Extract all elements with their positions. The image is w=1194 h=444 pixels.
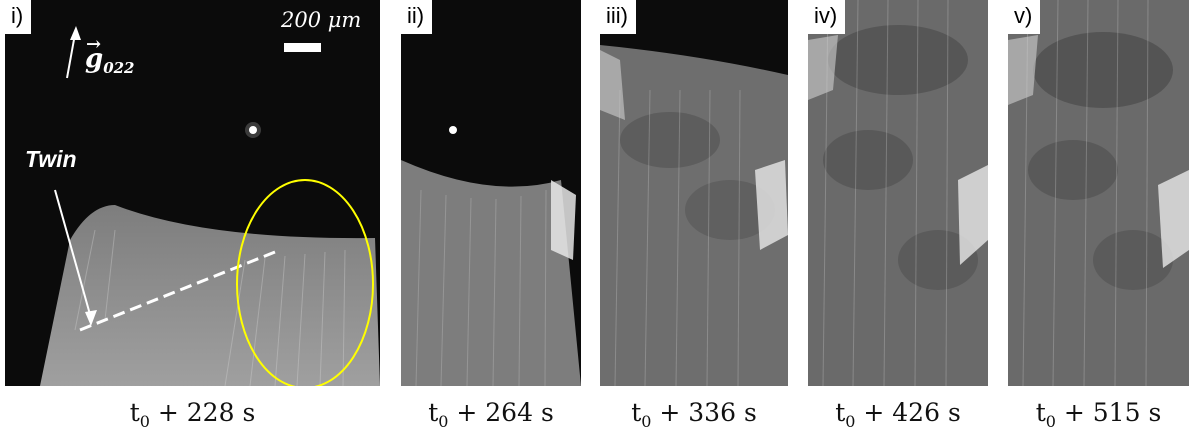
caption-panel-iv: t0 + 426 s (835, 398, 961, 431)
highlight-ellipse (236, 179, 374, 386)
panel-i-image: i) 200 μm → g022 Twin (5, 0, 380, 386)
panel-v-label: v) (1008, 0, 1041, 34)
panel-ii-image: ii) (401, 0, 581, 386)
panel-iii-label: iii) (600, 0, 636, 34)
g-vector-label: → g022 (85, 34, 135, 78)
panel-i-label: i) (5, 0, 32, 34)
panel-iv-label: iv) (808, 0, 846, 34)
panel-v-image: v) (1008, 0, 1189, 386)
panel-iv-image: iv) (808, 0, 988, 386)
caption-panel-iii: t0 + 336 s (631, 398, 757, 431)
panel-iii-image: iii) (600, 0, 788, 386)
caption-panel-ii: t0 + 264 s (428, 398, 554, 431)
caption-panel-i: t0 + 228 s (129, 398, 256, 431)
twin-label: Twin (25, 146, 77, 172)
caption-panel-v: t0 + 515 s (1035, 398, 1162, 431)
twin-dashed-line (54, 26, 321, 332)
panel-ii-label: ii) (401, 0, 433, 34)
scale-bar-label: 200 μm (281, 8, 362, 32)
